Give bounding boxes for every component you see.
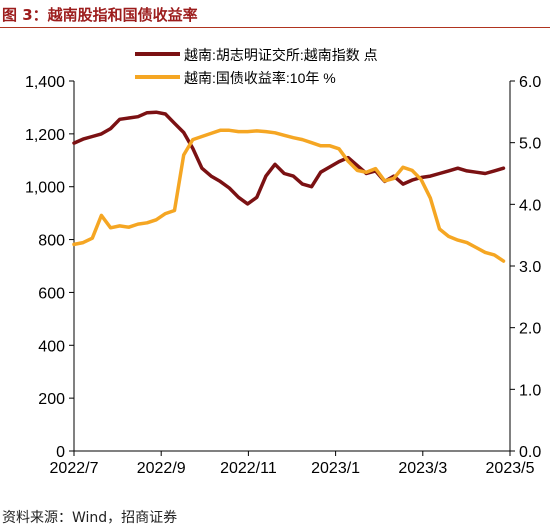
yield-series-line	[72, 128, 506, 263]
right-tick-label: 3.0	[519, 259, 541, 276]
series-layer	[72, 110, 506, 263]
left-axis-ticks: 0 200 400 600 800 1,000 1,200 1,400	[25, 74, 74, 461]
legend: 越南:胡志明证交所:越南指数 点 越南:国债收益率:10年 %	[135, 47, 378, 86]
right-axis-ticks: 0.0 1.0 2.0 3.0 4.0 5.0 6.0	[510, 74, 541, 461]
x-tick-label: 2022/11	[220, 460, 277, 477]
left-tick-label: 1,000	[25, 180, 65, 197]
legend-label-index: 越南:胡志明证交所:越南指数 点	[184, 47, 378, 63]
left-tick-label: 600	[38, 285, 65, 302]
left-tick-label: 200	[38, 391, 65, 408]
legend-label-yield: 越南:国债收益率:10年 %	[184, 70, 336, 86]
right-tick-label: 1.0	[519, 382, 541, 399]
x-tick-label: 2022/9	[137, 460, 186, 477]
source-note: 资料来源：Wind，招商证券	[2, 510, 178, 526]
x-tick-label: 2022/7	[50, 460, 99, 477]
x-axis-ticks: 2022/7 2022/9 2022/11 2023/1 2023/3 2023/5	[50, 451, 535, 477]
left-tick-label: 0	[56, 444, 65, 461]
left-tick-label: 1,200	[25, 127, 65, 144]
figure-title: 图 3：越南股指和国债收益率	[2, 6, 198, 24]
right-tick-label: 2.0	[519, 321, 541, 338]
right-tick-label: 6.0	[519, 74, 541, 91]
x-tick-label: 2023/3	[398, 460, 447, 477]
left-tick-label: 800	[38, 233, 65, 250]
left-tick-label: 1,400	[25, 74, 65, 91]
x-tick-label: 2023/1	[311, 460, 360, 477]
index-series-line	[72, 110, 506, 206]
right-tick-label: 4.0	[519, 197, 541, 214]
right-tick-label: 0.0	[519, 444, 541, 461]
right-tick-label: 5.0	[519, 136, 541, 153]
left-tick-label: 400	[38, 338, 65, 355]
x-tick-label: 2023/5	[486, 460, 535, 477]
title-divider	[0, 27, 550, 28]
